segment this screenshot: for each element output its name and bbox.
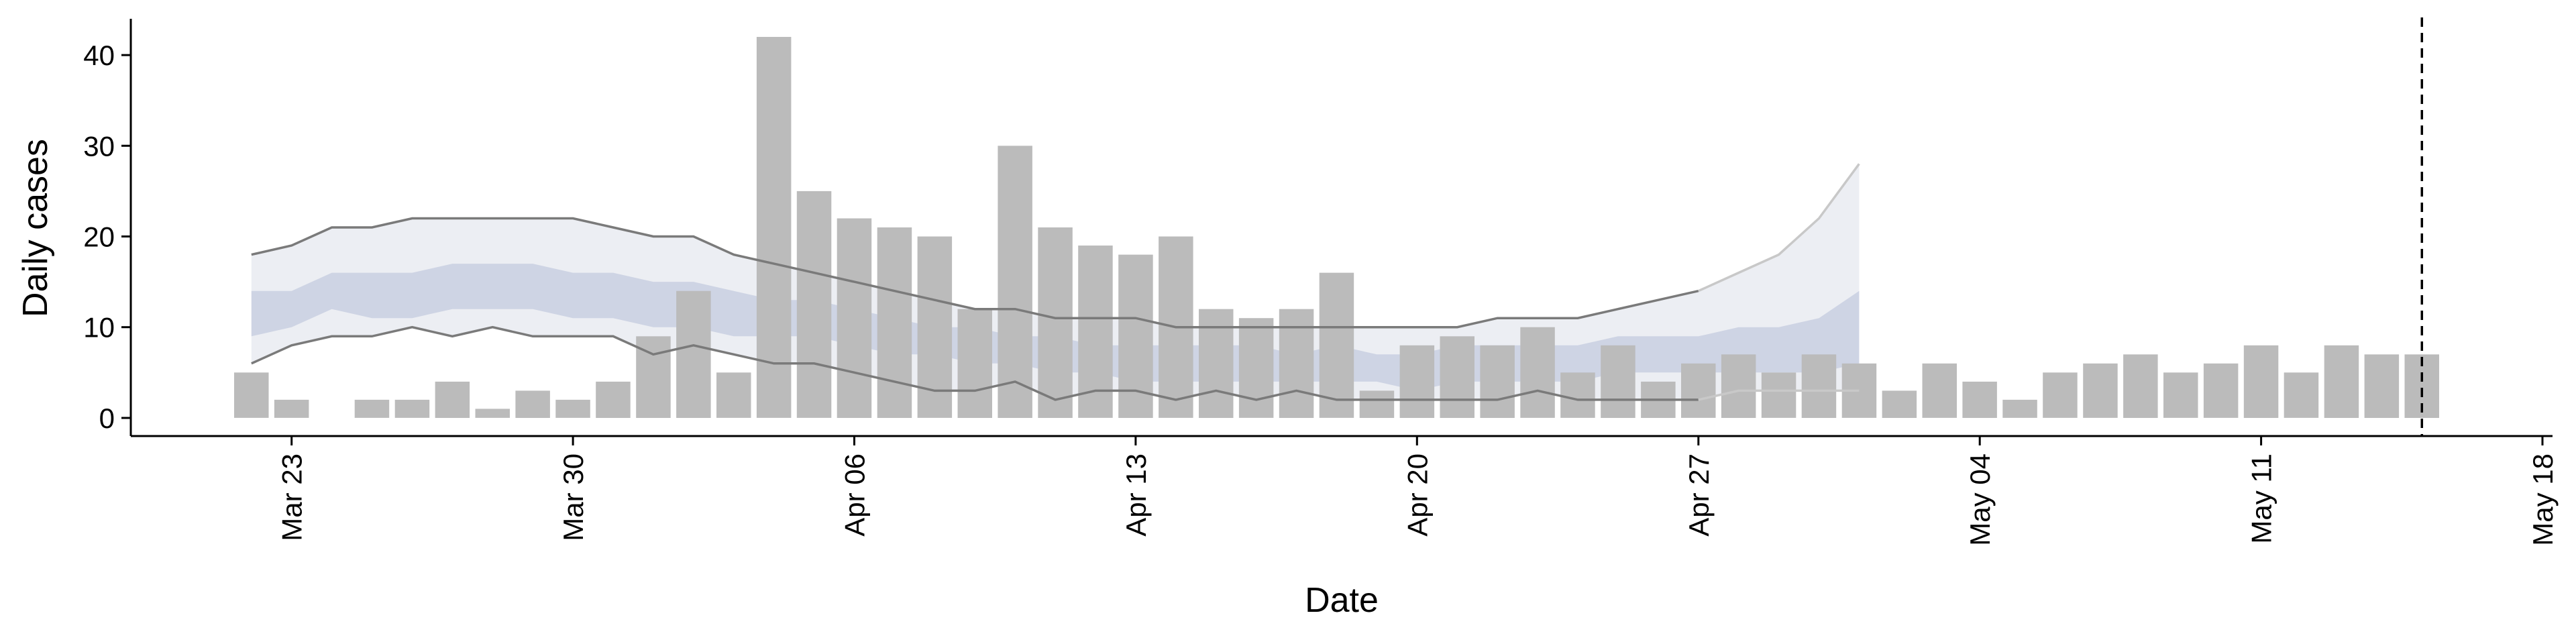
- bar-2020-05-03: [1922, 363, 1957, 418]
- bar-2020-04-21: [1440, 336, 1474, 418]
- bar-2020-04-12: [1078, 246, 1113, 418]
- bar-2020-05-08: [2123, 354, 2158, 418]
- bar-2020-04-07: [877, 227, 912, 418]
- bar-2020-04-05: [796, 191, 832, 418]
- bar-2020-04-02: [676, 290, 711, 418]
- y-tick-label-30: 30: [83, 130, 115, 162]
- bar-2020-05-06: [2043, 372, 2078, 418]
- bar-2020-03-22: [234, 372, 269, 418]
- bar-2020-05-09: [2163, 372, 2198, 418]
- forecast-upper-bound-faded: [1698, 163, 1860, 292]
- y-tick-label-40: 40: [83, 40, 115, 71]
- bar-2020-04-03: [716, 372, 751, 418]
- bar-2020-05-05: [2002, 399, 2037, 418]
- bar-2020-03-29: [515, 390, 550, 418]
- bar-2020-04-23: [1520, 327, 1555, 418]
- bar-2020-03-31: [596, 381, 631, 418]
- bar-2020-04-29: [1761, 372, 1796, 418]
- bar-2020-04-04: [756, 37, 792, 418]
- bar-2020-04-16: [1238, 318, 1274, 418]
- bar-2020-04-30: [1801, 354, 1837, 418]
- bar-2020-05-11: [2243, 345, 2279, 418]
- bar-2020-04-10: [998, 146, 1032, 419]
- bar-2020-04-19: [1359, 390, 1395, 418]
- bar-2020-03-26: [394, 399, 430, 418]
- bar-layer: [234, 37, 2439, 419]
- forecast-upper-bound: [251, 217, 1699, 329]
- y-tick-label-0: 0: [99, 402, 115, 434]
- bar-2020-03-30: [555, 399, 590, 418]
- axes: [129, 19, 2553, 437]
- bar-2020-04-28: [1721, 354, 1756, 418]
- bar-2020-03-23: [274, 399, 309, 418]
- y-axis-title: Daily cases: [16, 139, 55, 317]
- y-ticks: 0 10 20 30 40: [83, 40, 131, 434]
- bar-2020-05-04: [1962, 381, 1997, 418]
- bar-2020-04-09: [957, 309, 992, 418]
- forecast-lower-bound: [251, 325, 1699, 401]
- x-tick-label-2020-03-30: Mar 30: [557, 453, 589, 541]
- y-tick-label-20: 20: [83, 221, 115, 253]
- bar-2020-04-11: [1038, 227, 1073, 418]
- bar-2020-04-15: [1199, 309, 1234, 418]
- y-tick-label-10: 10: [83, 312, 115, 343]
- x-tick-label-2020-05-11: May 11: [2246, 453, 2277, 544]
- x-ticks: Mar 23 Mar 30 Apr 06 Apr 13 Apr 20 Apr 27 May …: [276, 436, 2559, 546]
- bar-2020-04-06: [837, 218, 872, 418]
- bar-2020-05-14: [2364, 354, 2400, 418]
- bar-2020-03-25: [354, 399, 390, 418]
- bar-2020-05-07: [2083, 363, 2118, 418]
- x-tick-label-2020-04-13: Apr 13: [1120, 453, 1152, 537]
- forecast-lower-bound-faded: [1698, 389, 1860, 401]
- x-tick-label-2020-04-27: Apr 27: [1683, 453, 1715, 537]
- bar-2020-05-02: [1882, 390, 1917, 418]
- bar-2020-04-17: [1279, 309, 1314, 418]
- bar-2020-05-10: [2203, 363, 2239, 418]
- bar-2020-04-24: [1560, 372, 1595, 418]
- bar-2020-03-27: [435, 381, 470, 418]
- bar-2020-05-13: [2324, 345, 2359, 418]
- bar-2020-03-28: [475, 409, 510, 418]
- bar-2020-04-20: [1399, 345, 1435, 418]
- bar-2020-04-22: [1480, 345, 1515, 418]
- bar-2020-05-12: [2284, 372, 2319, 418]
- bar-2020-04-25: [1601, 345, 1635, 418]
- x-tick-label-2020-05-04: May 04: [1964, 453, 1996, 546]
- bar-2020-04-18: [1319, 272, 1354, 418]
- x-tick-label-2020-04-06: Apr 06: [839, 453, 871, 537]
- x-tick-label-2020-04-20: Apr 20: [1401, 453, 1433, 537]
- x-tick-label-2020-03-23: Mar 23: [276, 453, 308, 541]
- forecast-bounds-layer: [251, 17, 2424, 436]
- bar-2020-04-27: [1681, 363, 1716, 418]
- x-axis-title: Date: [1305, 581, 1379, 620]
- x-tick-label-2020-05-18: May 18: [2527, 453, 2559, 546]
